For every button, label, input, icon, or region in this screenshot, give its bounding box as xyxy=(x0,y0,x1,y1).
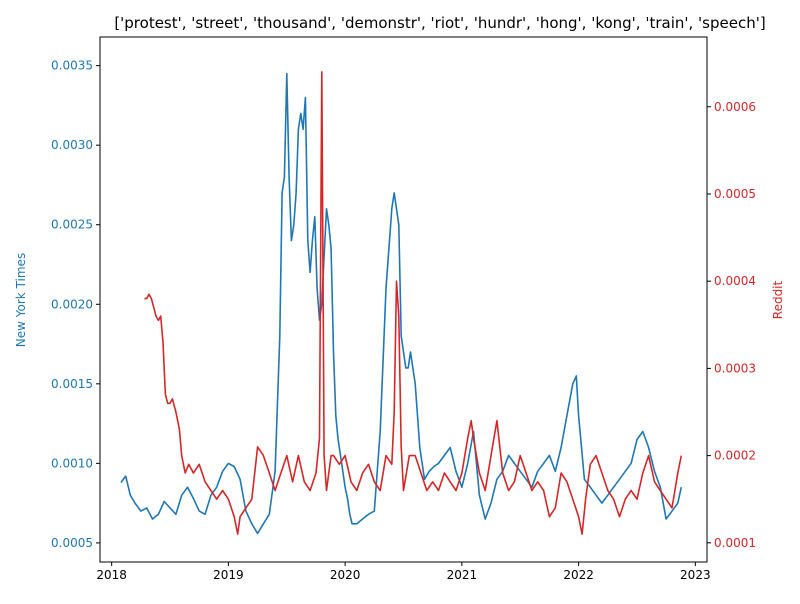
y-left-tick-label: 0.0030 xyxy=(51,138,93,152)
plot-frame xyxy=(99,36,708,563)
y-right-tick-label: 0.0003 xyxy=(714,361,756,375)
y-right-tick-label: 0.0005 xyxy=(714,187,756,201)
y-axis-left-label: New York Times xyxy=(14,253,28,347)
chart-title: ['protest', 'street', 'thousand', 'demon… xyxy=(114,14,765,32)
series-line-nyt xyxy=(120,72,683,535)
y-left-tick-label: 0.0005 xyxy=(51,536,93,550)
x-tick-label: 2022 xyxy=(563,568,594,582)
series-layer xyxy=(120,71,683,535)
y-left-tick-label: 0.0020 xyxy=(51,297,93,311)
x-tick-label: 2020 xyxy=(330,568,361,582)
y-right-tick-label: 0.0004 xyxy=(714,274,756,288)
series-line-reddit xyxy=(144,71,683,535)
y-axis-right-label: Reddit xyxy=(771,280,785,319)
x-tick-label: 2018 xyxy=(96,568,127,582)
x-tick-label: 2019 xyxy=(213,568,244,582)
y-left-tick-label: 0.0025 xyxy=(51,218,93,232)
x-tick-label: 2023 xyxy=(680,568,711,582)
y-left-tick-label: 0.0010 xyxy=(51,456,93,470)
y-left-tick-label: 0.0015 xyxy=(51,377,93,391)
axis-layer: 2018 2019 2020 2021 2022 2023 0.0005 0.0010 0.00… xyxy=(51,59,756,582)
y-left-tick-label: 0.0035 xyxy=(51,59,93,73)
y-right-tick-label: 0.0001 xyxy=(714,536,756,550)
y-right-tick-label: 0.0002 xyxy=(714,449,756,463)
x-tick-label: 2021 xyxy=(447,568,478,582)
y-right-tick-label: 0.0006 xyxy=(714,100,756,114)
